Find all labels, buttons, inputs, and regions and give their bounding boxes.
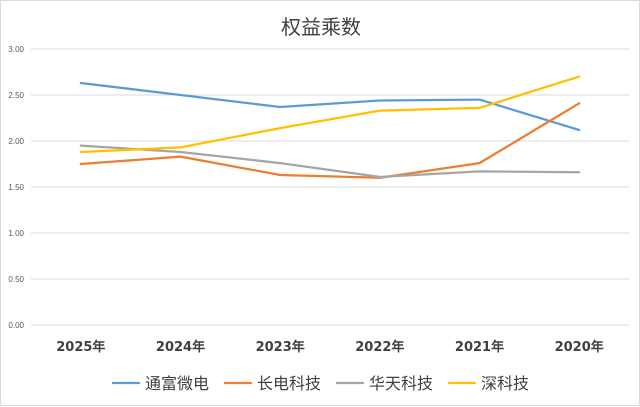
legend: 通富微电 长电科技 华天科技 深科技 (111, 374, 529, 393)
series-lines (79, 75, 581, 179)
legend-item: 长电科技 (223, 374, 321, 393)
series-line (79, 75, 581, 154)
y-tick-label: 1.00 (8, 229, 24, 238)
series-line (79, 102, 581, 179)
y-tick-label: 0.00 (8, 321, 24, 330)
legend-label: 长电科技 (257, 374, 321, 393)
chart-title: 权益乘数 (281, 15, 361, 39)
x-tick-label: 2024年 (156, 339, 205, 355)
x-tick-label: 2021年 (455, 339, 504, 355)
legend-label: 深科技 (481, 374, 529, 393)
y-tick-label: 0.50 (8, 275, 24, 284)
y-tick-label: 1.50 (8, 183, 24, 192)
x-tick-label: 2022年 (355, 339, 404, 355)
series-line (79, 144, 581, 179)
y-axis-ticks: 0.00 0.50 1.00 1.50 2.00 2.50 3.00 (8, 45, 24, 330)
x-tick-label: 2023年 (256, 339, 305, 355)
legend-item: 通富微电 (111, 374, 209, 393)
legend-item: 深科技 (447, 374, 529, 393)
y-tick-label: 3.00 (8, 45, 24, 54)
legend-label: 通富微电 (145, 374, 209, 393)
x-tick-label: 2025年 (56, 339, 105, 355)
x-axis-ticks: 2025年 2024年 2023年 2022年 2021年 2020年 (56, 339, 604, 355)
legend-label: 华天科技 (369, 374, 433, 393)
y-tick-label: 2.00 (8, 137, 24, 146)
y-tick-label: 2.50 (8, 91, 24, 100)
gridlines (31, 48, 629, 326)
legend-item: 华天科技 (335, 374, 433, 393)
series-line (79, 81, 581, 132)
x-tick-label: 2020年 (555, 339, 604, 355)
